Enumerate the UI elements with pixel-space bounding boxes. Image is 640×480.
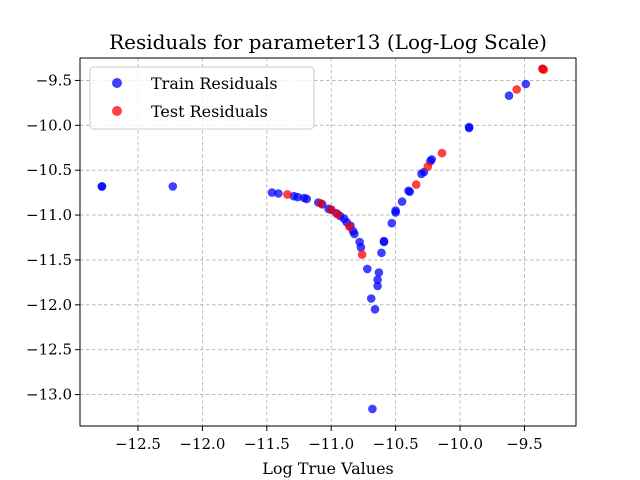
legend-label-test: Test Residuals bbox=[151, 102, 268, 121]
train-point bbox=[387, 218, 397, 228]
train-point bbox=[368, 404, 377, 414]
test-point bbox=[512, 85, 521, 94]
train-point bbox=[370, 305, 380, 314]
y-tick-label: −12.0 bbox=[26, 296, 72, 314]
x-tick-label: −10.5 bbox=[373, 435, 419, 453]
legend-marker-train bbox=[112, 78, 122, 88]
train-point bbox=[427, 155, 437, 164]
y-axis-ticks: −9.5 −10.0 −10.5 −11.0 −11.5 −12.0 −12.5 −13.0 bbox=[26, 71, 80, 404]
train-point bbox=[293, 192, 303, 202]
x-tick-label: −12.5 bbox=[115, 435, 161, 453]
y-tick-label: −13.0 bbox=[26, 386, 72, 404]
legend-box bbox=[89, 66, 315, 130]
train-point bbox=[391, 208, 400, 217]
train-point bbox=[366, 294, 376, 303]
test-point bbox=[423, 162, 433, 171]
test-point bbox=[316, 199, 326, 208]
train-point bbox=[397, 197, 407, 206]
y-tick-label: −10.5 bbox=[26, 161, 72, 179]
train-point bbox=[274, 189, 283, 198]
x-tick-label: −9.5 bbox=[506, 435, 542, 453]
x-tick-label: −11.0 bbox=[308, 435, 354, 453]
train-point bbox=[504, 91, 514, 100]
test-point bbox=[326, 205, 336, 214]
legend: Train Residuals Test Residuals bbox=[89, 66, 315, 130]
train-point bbox=[521, 79, 531, 89]
train-point bbox=[464, 123, 474, 133]
chart-title: Residuals for parameter13 (Log-Log Scale… bbox=[109, 30, 547, 54]
x-tick-label: −12.0 bbox=[179, 435, 225, 453]
train-point bbox=[373, 281, 382, 291]
test-series bbox=[283, 64, 549, 259]
grid bbox=[80, 58, 576, 426]
test-point bbox=[539, 65, 549, 74]
test-point bbox=[357, 250, 367, 259]
x-axis-label: Log True Values bbox=[262, 459, 394, 478]
test-point bbox=[345, 222, 354, 231]
train-point bbox=[267, 188, 277, 197]
train-point bbox=[363, 264, 372, 274]
train-point bbox=[356, 243, 366, 252]
train-point bbox=[373, 275, 382, 285]
train-point bbox=[350, 229, 359, 239]
data-points bbox=[97, 64, 549, 414]
train-point bbox=[168, 182, 178, 191]
x-tick-label: −11.5 bbox=[244, 435, 290, 453]
y-tick-label: −10.0 bbox=[26, 116, 72, 134]
train-point bbox=[97, 182, 107, 191]
y-tick-label: −11.0 bbox=[26, 206, 72, 224]
legend-marker-test bbox=[112, 106, 122, 116]
y-tick-label: −12.5 bbox=[26, 341, 72, 359]
test-point bbox=[411, 180, 421, 189]
test-point bbox=[333, 209, 343, 219]
test-point bbox=[437, 148, 447, 158]
train-point bbox=[379, 237, 389, 247]
x-tick-label: −10.0 bbox=[437, 435, 483, 453]
train-point bbox=[302, 194, 312, 204]
x-axis-ticks: −12.5 −12.0 −11.5 −11.0 −10.5 −10.0 −9.5 bbox=[115, 426, 543, 453]
plot-frame bbox=[79, 57, 577, 427]
legend-label-train: Train Residuals bbox=[151, 74, 278, 93]
train-point bbox=[374, 268, 384, 277]
test-point bbox=[283, 190, 292, 199]
train-point bbox=[405, 187, 415, 196]
y-tick-label: −11.5 bbox=[26, 251, 72, 269]
train-point bbox=[377, 248, 386, 258]
y-tick-label: −9.5 bbox=[36, 71, 72, 89]
